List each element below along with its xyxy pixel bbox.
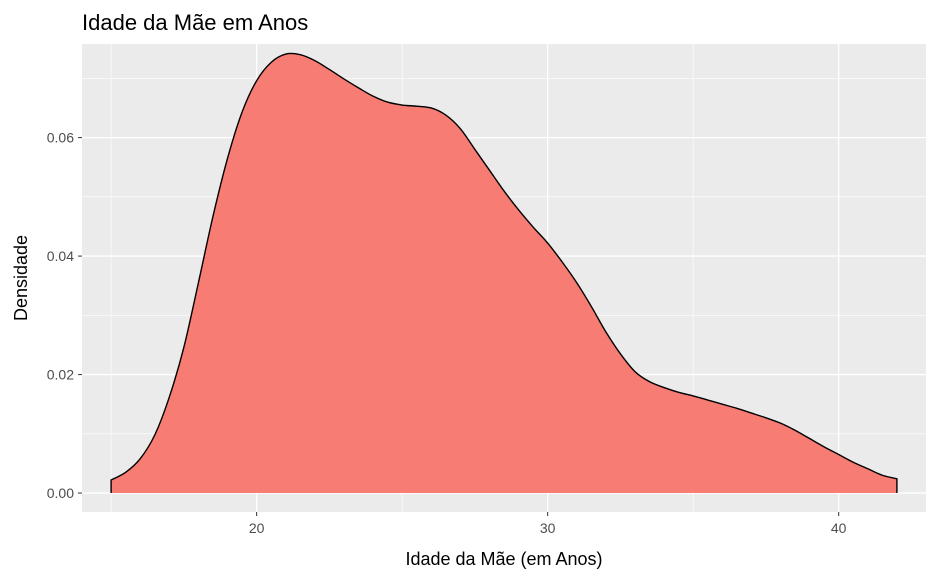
y-axis: 0.00 0.02 0.04 0.06 — [47, 130, 82, 501]
y-tick-label: 0.04 — [47, 248, 74, 264]
x-tick-label: 20 — [249, 520, 265, 536]
x-tick-label: 40 — [831, 520, 847, 536]
chart-title: Idade da Mãe em Anos — [82, 10, 308, 35]
x-axis-title: Idade da Mãe (em Anos) — [405, 549, 602, 569]
x-tick-label: 30 — [540, 520, 556, 536]
y-tick-label: 0.06 — [47, 130, 74, 146]
y-axis-title: Densidade — [11, 235, 31, 321]
y-tick-label: 0.00 — [47, 485, 74, 501]
y-tick-label: 0.02 — [47, 367, 74, 383]
density-area — [111, 53, 897, 494]
x-axis: 20 30 40 — [249, 512, 847, 536]
density-line — [110, 52, 898, 494]
